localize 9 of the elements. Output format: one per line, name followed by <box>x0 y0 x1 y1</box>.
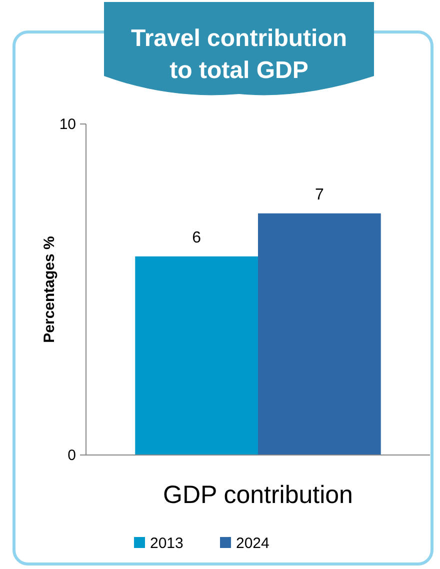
y-axis-title: Percentages % <box>41 236 58 343</box>
y-tick-label: 0 <box>68 447 76 464</box>
x-tick-label: GDP contribution <box>163 481 353 509</box>
data-label: 6 <box>192 229 202 246</box>
legend-label: 2013 <box>150 535 184 552</box>
data-label: 7 <box>314 186 324 204</box>
legend-label: 2024 <box>236 535 270 552</box>
y-tick-label: 10 <box>59 116 76 133</box>
chart-title: Travel contribution to total GDP <box>130 25 348 84</box>
